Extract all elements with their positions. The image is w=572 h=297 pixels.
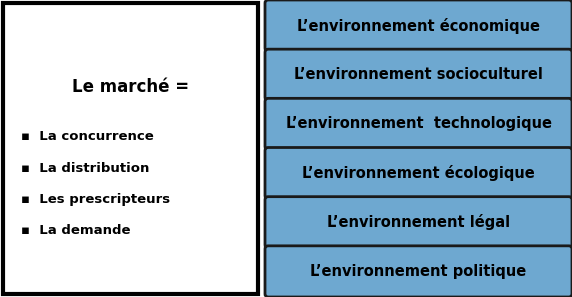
- Text: L’environnement légal: L’environnement légal: [327, 214, 510, 230]
- FancyBboxPatch shape: [265, 246, 572, 297]
- Text: L’environnement politique: L’environnement politique: [311, 264, 527, 279]
- Text: ▪  La concurrence: ▪ La concurrence: [21, 130, 154, 143]
- Text: ▪  La demande: ▪ La demande: [21, 224, 130, 236]
- Text: ▪  La distribution: ▪ La distribution: [21, 162, 149, 175]
- FancyBboxPatch shape: [265, 0, 572, 51]
- FancyBboxPatch shape: [265, 197, 572, 248]
- Text: L’environnement  technologique: L’environnement technologique: [285, 116, 551, 131]
- FancyBboxPatch shape: [265, 49, 572, 100]
- Text: L’environnement socioculturel: L’environnement socioculturel: [294, 67, 543, 82]
- FancyBboxPatch shape: [265, 148, 572, 199]
- Text: L’environnement économique: L’environnement économique: [297, 18, 540, 34]
- Text: Le marché =: Le marché =: [72, 78, 189, 96]
- Text: L’environnement écologique: L’environnement écologique: [302, 165, 535, 181]
- FancyBboxPatch shape: [3, 3, 258, 294]
- Text: ▪  Les prescripteurs: ▪ Les prescripteurs: [21, 192, 170, 206]
- FancyBboxPatch shape: [265, 98, 572, 149]
